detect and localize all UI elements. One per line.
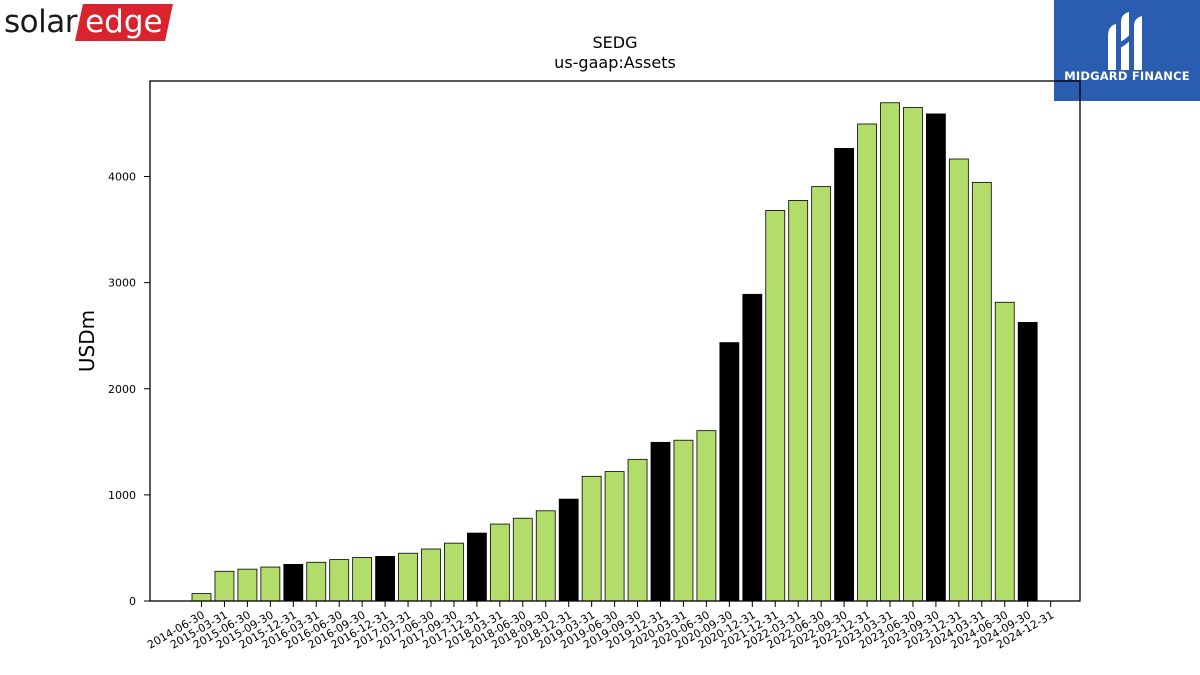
bar-2015-09-30 [260, 566, 281, 602]
logo-text-solar: solar [4, 4, 77, 40]
bar-2022-12-31 [926, 113, 946, 602]
bar-2018-03-31 [489, 523, 510, 602]
bar-2020-12-31 [742, 293, 763, 602]
x-ticks-group: 2014-06-302015-03-312015-06-302015-09-30… [145, 601, 1056, 652]
chart-subtitle: us-gaap:Assets [554, 53, 676, 72]
bar-2016-06-30 [329, 559, 350, 602]
y-tick-label: 4000 [108, 171, 136, 184]
solaredge-logo: solar edge [4, 2, 173, 42]
bar-2015-12-31 [283, 563, 304, 602]
bar-2017-03-31 [398, 552, 418, 602]
bar-2021-12-31 [834, 147, 854, 602]
bar-2015-06-30 [237, 568, 258, 602]
bar-2023-03-31 [948, 158, 969, 602]
bar-2022-03-31 [857, 123, 877, 602]
bar-2016-12-31 [375, 556, 396, 602]
bar-2021-03-31 [765, 210, 786, 602]
midgard-finance-text: MIDGARD FINANCE [1064, 69, 1190, 83]
bar-2021-09-30 [811, 186, 832, 602]
bar-2019-03-31 [581, 475, 602, 602]
bar-2019-12-31 [650, 441, 671, 602]
bar-2018-12-31 [558, 498, 579, 602]
midgard-finance-logo: MIDGARD FINANCE [1054, 0, 1200, 101]
plot-frame [149, 80, 1081, 602]
y-tick-label: 1000 [108, 489, 136, 502]
y-tick-label: 0 [129, 595, 136, 608]
bar-2017-12-31 [466, 532, 487, 602]
bar-2019-09-30 [627, 458, 648, 602]
bar-2023-06-30 [971, 181, 992, 602]
bar-2023-12-31 [1017, 322, 1038, 602]
bar-2019-06-30 [604, 471, 625, 602]
chart-title: SEDG [593, 33, 638, 52]
y-axis-label: USDm [75, 310, 99, 372]
bars-group [191, 102, 1038, 602]
bar-2017-06-30 [421, 548, 441, 602]
bar-2020-09-30 [719, 342, 740, 602]
bar-2018-09-30 [535, 510, 556, 602]
bar-2016-09-30 [352, 557, 373, 602]
bar-2016-03-31 [306, 561, 327, 602]
bar-2014-06-30 [191, 593, 212, 602]
midgard-mark-icon [1108, 12, 1142, 70]
bar-2022-06-30 [880, 102, 900, 602]
bar-2020-03-31 [673, 439, 694, 602]
y-tick-label: 2000 [108, 383, 136, 396]
bar-2022-09-30 [903, 107, 923, 602]
bar-2021-06-30 [788, 199, 809, 602]
bar-2018-06-30 [512, 517, 533, 602]
bar-2023-09-30 [994, 301, 1015, 602]
bar-2015-03-31 [214, 570, 235, 602]
y-tick-label: 3000 [108, 277, 136, 290]
bar-2020-06-30 [696, 430, 717, 602]
bar-2017-09-30 [444, 542, 464, 602]
y-ticks-group: 0 1000 2000 3000 4000 [108, 171, 150, 608]
